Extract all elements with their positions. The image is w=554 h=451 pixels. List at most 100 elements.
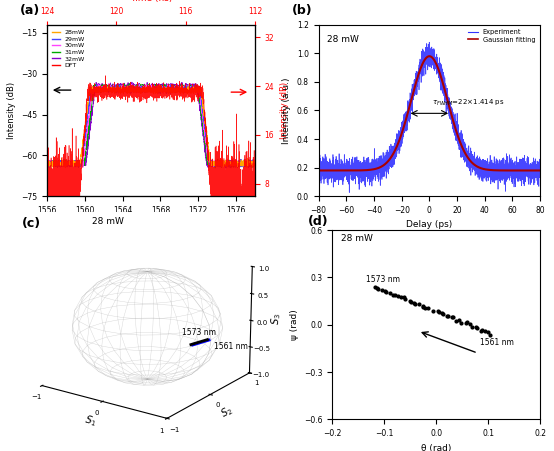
Point (439, 310, 448, 318)
Point (419, 304, 428, 311)
32mW (124, 83, 130, 88)
Line: 32mW: 32mW (47, 82, 255, 168)
Line: 30mW: 30mW (47, 83, 255, 167)
31mW (212, 166, 218, 171)
31mW (252, 162, 258, 167)
32mW (80, 161, 86, 166)
Point (411, 300, 420, 308)
Point (373, 285, 382, 292)
X-axis label: Delay (ps): Delay (ps) (406, 221, 453, 230)
28mW (248, 160, 254, 166)
Legend: Experiment, Gaussian fitting: Experiment, Gaussian fitting (466, 28, 537, 44)
Y-axis label: Intensity (dB): Intensity (dB) (280, 82, 289, 139)
28mW (62, 165, 69, 170)
Point (407, 298, 416, 305)
31mW (248, 160, 254, 165)
32mW (248, 162, 254, 167)
Point (483, 329, 492, 336)
30mW (80, 159, 86, 165)
Point (419, 303, 428, 310)
Y-axis label: Intensity (dB): Intensity (dB) (7, 82, 16, 139)
Legend: 28mW, 29mW, 30mW, 31mW, 32mW, DFT: 28mW, 29mW, 30mW, 31mW, 32mW, DFT (50, 28, 87, 70)
Point (452, 317, 460, 324)
Point (468, 324, 476, 331)
Text: $\tau_{FWHM}$=22$\times$1.414 ps: $\tau_{FWHM}$=22$\times$1.414 ps (432, 97, 505, 108)
Point (434, 309, 443, 316)
30mW (44, 162, 50, 168)
28mW (80, 137, 86, 142)
32mW (132, 84, 139, 89)
30mW (68, 161, 74, 166)
31mW (124, 85, 130, 90)
31mW (126, 81, 132, 87)
Point (456, 319, 465, 326)
Point (455, 317, 464, 324)
29mW (80, 152, 86, 157)
Point (415, 300, 424, 308)
32mW (68, 162, 74, 167)
31mW (132, 85, 139, 91)
Point (428, 308, 437, 315)
Point (480, 327, 489, 335)
30mW (225, 159, 232, 164)
30mW (105, 81, 112, 86)
29mW (75, 165, 82, 170)
Point (371, 283, 379, 290)
Point (461, 320, 470, 327)
Text: 1573 nm: 1573 nm (366, 275, 400, 284)
30mW (252, 160, 258, 165)
28mW (44, 160, 50, 166)
Point (463, 319, 471, 326)
Point (449, 313, 458, 320)
32mW (223, 166, 229, 171)
Text: (d): (d) (307, 215, 328, 228)
Point (438, 309, 447, 317)
Text: 28 mW: 28 mW (341, 235, 373, 244)
Y-axis label: ψ (rad): ψ (rad) (290, 309, 299, 340)
Point (410, 299, 419, 307)
Point (391, 291, 399, 299)
Point (373, 285, 382, 292)
Point (447, 314, 456, 321)
32mW (129, 79, 135, 85)
Point (377, 286, 386, 293)
29mW (132, 85, 139, 90)
Point (393, 292, 402, 299)
Line: 28mW: 28mW (47, 86, 255, 168)
29mW (124, 87, 130, 92)
Point (397, 294, 406, 301)
Y-axis label: Intensity (a.u.): Intensity (a.u.) (282, 77, 291, 144)
31mW (225, 160, 232, 165)
Point (465, 320, 474, 327)
Y-axis label: $S_2$: $S_2$ (218, 403, 235, 421)
28mW (252, 161, 258, 166)
Text: 1561 nm: 1561 nm (480, 338, 514, 347)
Point (388, 291, 397, 298)
Text: (a): (a) (20, 4, 40, 17)
Point (472, 324, 481, 331)
Point (485, 331, 494, 339)
32mW (225, 160, 232, 166)
32mW (44, 159, 50, 165)
31mW (44, 160, 50, 165)
28mW (124, 90, 130, 96)
X-axis label: θ (rad): θ (rad) (421, 444, 452, 451)
Point (420, 305, 429, 312)
Line: 29mW: 29mW (47, 85, 255, 167)
29mW (68, 162, 74, 168)
Point (381, 288, 389, 295)
29mW (94, 82, 100, 87)
X-axis label: Time (ns): Time (ns) (130, 0, 172, 3)
30mW (248, 161, 254, 166)
28mW (156, 83, 162, 88)
Line: 31mW: 31mW (47, 84, 255, 168)
Point (423, 304, 432, 312)
Point (386, 290, 394, 297)
Point (405, 297, 414, 304)
X-axis label: $S_1$: $S_1$ (83, 413, 98, 429)
29mW (225, 161, 232, 166)
Point (382, 289, 391, 296)
30mW (132, 83, 139, 88)
Text: 28 mW: 28 mW (327, 35, 360, 44)
Point (444, 312, 453, 319)
